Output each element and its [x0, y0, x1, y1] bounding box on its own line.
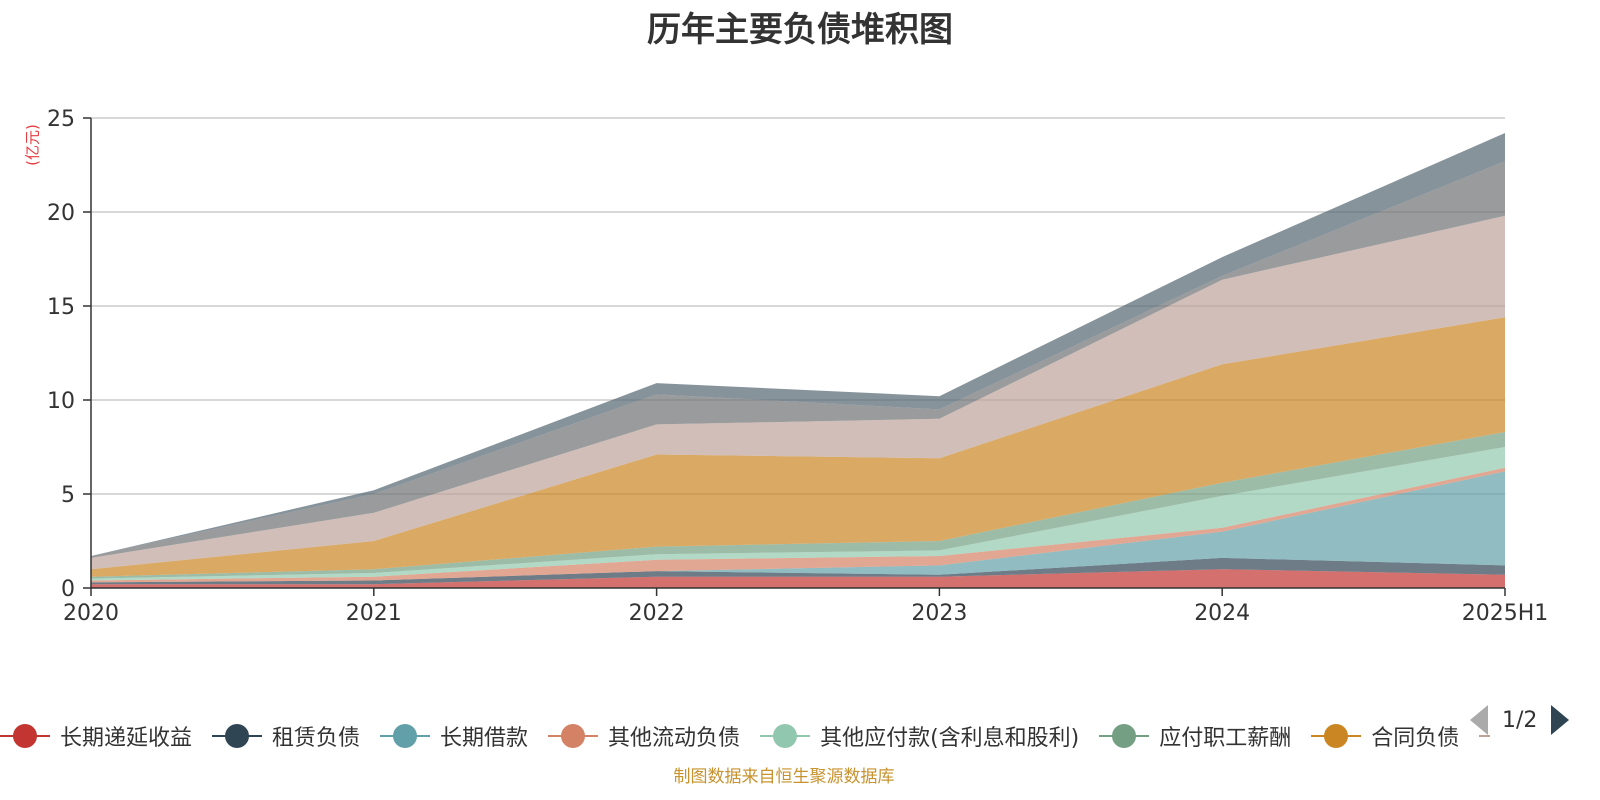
- legend-prev-page-icon[interactable]: [1470, 705, 1488, 735]
- area-series-8[interactable]: [91, 215, 1505, 570]
- legend-label: 租赁负债: [272, 726, 361, 751]
- legend-label: 应付职工薪酬: [1159, 726, 1292, 751]
- legend-marker-icon: [1311, 723, 1362, 749]
- y-tick-label: 10: [47, 389, 75, 414]
- x-tick-label: 2023: [911, 601, 967, 626]
- legend-item[interactable]: 长期借款: [380, 720, 528, 752]
- chart-title: 历年主要负债堆积图: [647, 10, 953, 50]
- area-series-2[interactable]: [91, 557, 1505, 585]
- legend-item[interactable]: 长期递延收益: [0, 720, 192, 752]
- legend-item[interactable]: 合同负债: [1311, 720, 1459, 752]
- y-tick-label: 0: [61, 577, 75, 602]
- legend-marker-icon: [0, 723, 50, 749]
- legend-label: 合同负债: [1371, 726, 1460, 751]
- legend-label: 其他流动负债: [608, 726, 741, 751]
- legend: 长期递延收益 租赁负债 长期借款 其他流动负债 其他应付款(含利息和股利) 应付职工薪酬 合…: [0, 718, 1490, 754]
- legend-label: 其他应付款(含利息和股利): [820, 726, 1080, 751]
- y-tick-label: 15: [47, 295, 75, 320]
- legend-marker-icon: [212, 723, 263, 749]
- legend-item[interactable]: 其他流动负债: [548, 720, 740, 752]
- legend-next-page-icon[interactable]: [1551, 705, 1570, 735]
- legend-marker-icon: [1099, 723, 1150, 749]
- axes: 0 5 10 15 20 25 2020 2021 2022 2023 2024 2025H1: [47, 107, 1548, 626]
- area-series-3[interactable]: [91, 471, 1505, 583]
- y-tick-label: 25: [47, 107, 75, 132]
- area-series-6[interactable]: [91, 432, 1505, 579]
- y-tick-label: 5: [61, 483, 75, 508]
- x-tick-label: 2020: [63, 601, 119, 626]
- legend-pager: 1/2: [1470, 702, 1570, 738]
- area-series-4[interactable]: [91, 467, 1505, 583]
- legend-marker-icon: [1479, 723, 1490, 749]
- legend-item[interactable]: 其他应付款(含利息和股利): [760, 720, 1079, 752]
- area-series: [91, 133, 1505, 588]
- x-tick-label: 2024: [1194, 601, 1250, 626]
- legend-marker-icon: [380, 723, 431, 749]
- legend-page-indicator: 1/2: [1502, 707, 1538, 733]
- x-tick-label: 2022: [629, 601, 685, 626]
- x-tick-label: 2025H1: [1462, 601, 1549, 626]
- area-series-5[interactable]: [91, 447, 1505, 581]
- legend-item[interactable]: 租赁负债: [212, 720, 360, 752]
- legend-item[interactable]: 应付职工薪酬: [1099, 720, 1291, 752]
- legend-item[interactable]: 应付账款: [1479, 720, 1490, 752]
- legend-label: 长期借款: [440, 726, 529, 751]
- y-axis-unit-label: (亿元): [23, 124, 42, 166]
- source-note: 制图数据来自恒生聚源数据库: [673, 767, 895, 787]
- chart-plot: 0 5 10 15 20 25 2020 2021 2022 2023 2024 2025H1: [47, 107, 1548, 626]
- area-series-1[interactable]: [91, 569, 1505, 588]
- legend-label: 长期递延收益: [60, 726, 193, 751]
- legend-marker-icon: [760, 723, 811, 749]
- legend-marker-icon: [548, 723, 599, 749]
- y-tick-label: 20: [47, 201, 75, 226]
- area-series-7[interactable]: [91, 317, 1505, 577]
- x-tick-label: 2021: [346, 601, 402, 626]
